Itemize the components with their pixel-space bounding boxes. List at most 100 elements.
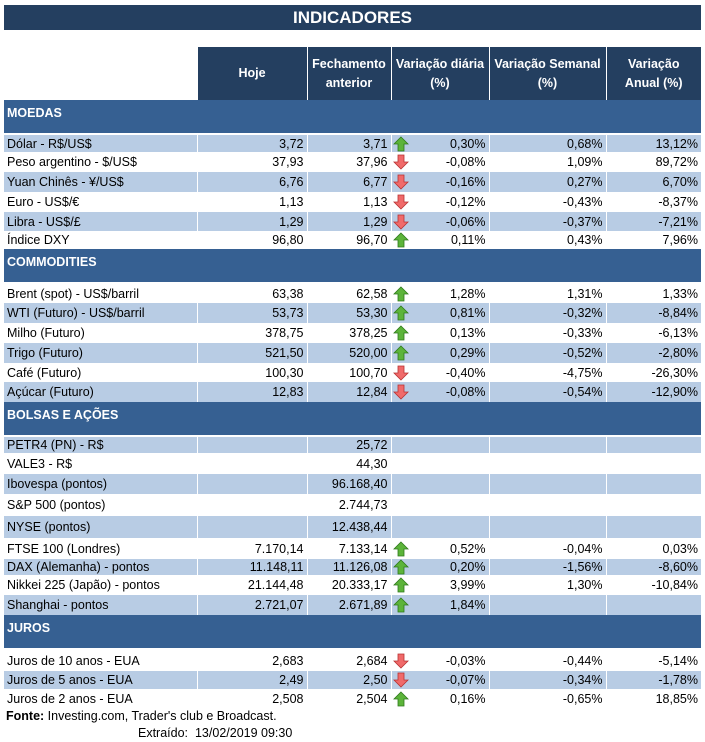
table-row: Yuan Chinês - ¥/US$ 6,76 6,77 -0,16% 0,2… [4, 172, 701, 192]
row-label: Milho (Futuro) [7, 326, 85, 340]
section-title: MOEDAS [4, 100, 701, 135]
variacao-diaria-value: 0,11% [450, 233, 486, 247]
cell-variacao-semanal: -1,56% [488, 559, 606, 575]
cell-fechamento: 2.744,73 [306, 494, 391, 516]
arrow-up-icon [392, 135, 409, 152]
arrow-up-icon [392, 345, 409, 361]
cell-variacao-semanal [488, 474, 606, 494]
cell-variacao-semanal: -0,37% [488, 212, 606, 231]
section-header: BOLSAS E AÇÕES [4, 402, 701, 437]
row-label: Café (Futuro) [7, 365, 82, 380]
cell-variacao-diaria: 1,28% [390, 283, 489, 303]
row-label: Açúcar (Futuro) [4, 382, 197, 402]
cell-variacao-diaria [390, 436, 489, 453]
cell-variacao-anual [605, 494, 701, 516]
cell-variacao-semanal: -0,54% [488, 382, 606, 402]
cell-variacao-semanal [488, 494, 606, 516]
section-title: JUROS [4, 615, 701, 650]
table-row: WTI (Futuro) - US$/barril 53,73 53,30 0,… [4, 303, 701, 323]
cell-fechamento: 62,58 [306, 283, 391, 303]
cell-fechamento: 44,30 [306, 453, 391, 474]
source-label: Fonte: [6, 709, 45, 723]
variacao-diaria-value: 0,30% [450, 136, 486, 151]
table-row: Juros de 2 anos - EUA 2,508 2,504 0,16% … [4, 689, 701, 709]
cell-hoje [196, 474, 307, 494]
arrow-up-icon [392, 559, 409, 575]
cell-fechamento: 378,25 [306, 323, 391, 343]
cell-variacao-anual: -1,78% [605, 671, 701, 689]
arrow-up-icon [392, 285, 409, 302]
row-label: Yuan Chinês - ¥/US$ [4, 172, 197, 192]
cell-hoje [196, 494, 307, 516]
arrow-up-icon [392, 577, 409, 593]
cell-hoje: 63,38 [196, 283, 307, 303]
cell-variacao-semanal [488, 453, 606, 474]
cell-variacao-diaria: 0,16% [390, 689, 489, 709]
cell-variacao-diaria: 0,11% [390, 231, 489, 249]
header-variacao-semanal: Variação Semanal (%) [488, 47, 606, 100]
cell-variacao-anual: -6,13% [605, 323, 701, 343]
source-text: Investing.com, Trader's club e Broadcast… [44, 709, 277, 723]
cell-variacao-anual: 13,12% [605, 134, 701, 152]
variacao-diaria-value: 3,99% [450, 578, 486, 592]
row-label: Libra - US$/£ [4, 212, 197, 231]
row-label: S&P 500 (pontos) [7, 498, 106, 512]
variacao-diaria-value: 0,29% [450, 346, 486, 360]
cell-variacao-semanal: 0,68% [488, 134, 606, 152]
row-label: Shanghai - pontos [4, 595, 197, 615]
arrow-up-icon [392, 232, 409, 248]
cell-fechamento: 1,13 [306, 192, 391, 212]
arrow-down-icon [392, 365, 409, 381]
cell-variacao-semanal: 1,30% [488, 575, 606, 595]
cell-fechamento: 37,96 [306, 152, 391, 172]
cell-variacao-anual [605, 436, 701, 453]
cell-fechamento: 12.438,44 [306, 516, 391, 538]
cell-hoje: 11.148,11 [196, 559, 307, 575]
cell-variacao-semanal [488, 516, 606, 538]
table-row: Trigo (Futuro) 521,50 520,00 0,29% -0,52… [4, 343, 701, 363]
cell-variacao-anual: -12,90% [605, 382, 701, 402]
indicators-table: Hoje Fechamento anterior Variação diária… [4, 47, 701, 709]
cell-variacao-semanal: -0,65% [488, 689, 606, 709]
cell-fechamento: 96,70 [306, 231, 391, 249]
cell-variacao-anual: -2,80% [605, 343, 701, 363]
cell-hoje: 53,73 [196, 303, 307, 323]
row-label: Nikkei 225 (Japão) - pontos [7, 578, 160, 592]
cell-fechamento: 2,504 [306, 689, 391, 709]
cell-variacao-diaria: 0,81% [390, 303, 489, 323]
cell-hoje: 2,683 [196, 649, 307, 671]
row-label: DAX (Alemanha) - pontos [4, 559, 197, 575]
variacao-diaria-value: -0,06% [445, 214, 486, 229]
arrow-down-icon [392, 154, 409, 170]
section-header: JUROS [4, 615, 701, 650]
cell-variacao-diaria [390, 474, 489, 494]
cell-hoje: 2.721,07 [196, 595, 307, 615]
cell-variacao-anual [605, 453, 701, 474]
table-row: VALE3 - R$ 44,30 [4, 453, 701, 474]
cell-variacao-anual: 0,03% [605, 538, 701, 559]
variacao-diaria-value: -0,08% [445, 155, 486, 169]
arrow-up-icon [392, 325, 409, 341]
cell-variacao-diaria: 0,20% [390, 559, 489, 575]
variacao-diaria-value: -0,08% [445, 385, 486, 399]
cell-variacao-diaria: -0,16% [390, 172, 489, 192]
table-row: Euro - US$/€ 1,13 1,13 -0,12% -0,43% -8,… [4, 192, 701, 212]
arrow-down-icon [392, 653, 409, 669]
arrow-up-icon [392, 540, 409, 557]
arrow-up-icon [392, 305, 409, 321]
cell-variacao-semanal: -4,75% [488, 363, 606, 382]
table-row: DAX (Alemanha) - pontos 11.148,11 11.126… [4, 559, 701, 575]
variacao-diaria-value: -0,12% [445, 195, 486, 209]
section-header: COMMODITIES [4, 249, 701, 284]
cell-fechamento: 2.671,89 [306, 595, 391, 615]
variacao-diaria-value: 1,28% [450, 286, 486, 301]
row-label: Juros de 10 anos - EUA [7, 653, 140, 668]
cell-variacao-anual: 89,72% [605, 152, 701, 172]
cell-fechamento: 2,50 [306, 671, 391, 689]
cell-variacao-diaria [390, 453, 489, 474]
row-label: Índice DXY [7, 233, 70, 247]
cell-variacao-semanal: 1,09% [488, 152, 606, 172]
cell-variacao-semanal: -0,34% [488, 671, 606, 689]
cell-variacao-diaria: 3,99% [390, 575, 489, 595]
arrow-up-icon [392, 597, 409, 613]
